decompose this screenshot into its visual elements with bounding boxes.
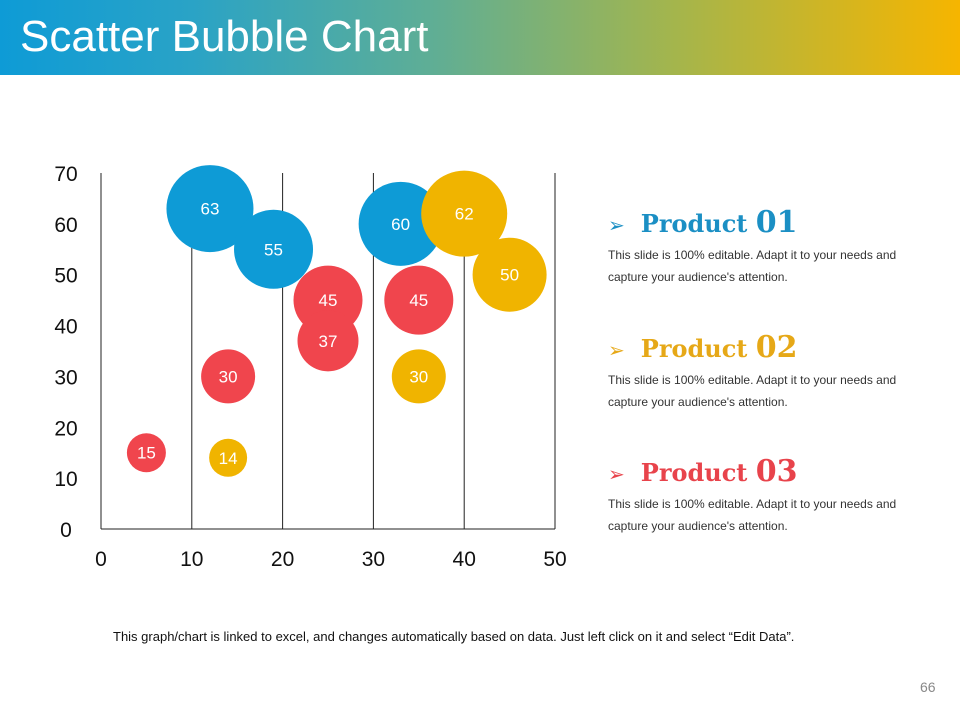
arrow-icon: ➢: [608, 213, 625, 237]
legend-title: Product 01: [641, 205, 798, 240]
x-tick-label: 30: [362, 548, 385, 571]
bubble-label: 45: [409, 291, 428, 310]
legend-title: Product 03: [641, 454, 798, 489]
footnote: This graph/chart is linked to excel, and…: [113, 629, 795, 644]
y-tick-label: 30: [54, 366, 77, 389]
bubble-label: 55: [264, 240, 283, 259]
legend-product-03: ➢ Product 03 This slide is 100% editable…: [608, 454, 908, 537]
y-tick-label: 50: [54, 265, 77, 288]
y-tick-label: 20: [54, 417, 77, 440]
y-tick-label: 60: [54, 214, 77, 237]
legend-product-01: ➢ Product 01 This slide is 100% editable…: [608, 205, 908, 288]
legend-name: Product: [640, 209, 756, 238]
bubble: [421, 170, 508, 257]
x-tick-label: 40: [453, 548, 476, 571]
legend-number: 03: [755, 454, 798, 489]
legend-name: Product: [640, 334, 756, 363]
x-tick-label: 10: [180, 548, 203, 571]
bubble: [234, 209, 314, 289]
arrow-icon: ➢: [608, 462, 625, 486]
legend-description: This slide is 100% editable. Adapt it to…: [608, 373, 897, 409]
bubble: [358, 181, 443, 266]
x-tick-label: 50: [543, 548, 566, 571]
legend-number: 01: [755, 205, 798, 240]
bubble: [126, 433, 166, 473]
bubble-label: 63: [200, 200, 219, 219]
bubble-label: 60: [391, 215, 410, 234]
x-tick-label: 20: [271, 548, 294, 571]
y-tick-label: 40: [54, 316, 77, 339]
bubble-label: 50: [500, 266, 519, 285]
bubble: [166, 165, 254, 253]
y-tick-label: 0: [60, 519, 72, 542]
bubble-label: 15: [137, 444, 156, 463]
legend-name: Product: [640, 458, 756, 487]
bubble: [391, 349, 446, 404]
bubble: [384, 265, 454, 335]
legend-title: Product 02: [641, 330, 798, 365]
bubble: [297, 310, 359, 372]
y-tick-label: 10: [54, 468, 77, 491]
y-tick-label: 70: [54, 163, 77, 186]
bubble-label: 14: [219, 449, 238, 468]
slide-title: Scatter Bubble Chart: [20, 12, 429, 61]
arrow-icon: ➢: [608, 338, 625, 362]
legend-description: This slide is 100% editable. Adapt it to…: [608, 248, 897, 284]
title-bar: Scatter Bubble Chart: [0, 0, 960, 75]
bubble: [472, 237, 547, 312]
bubble-label: 30: [409, 367, 428, 386]
x-tick-label: 0: [95, 548, 107, 571]
legend-description: This slide is 100% editable. Adapt it to…: [608, 497, 897, 533]
legend-number: 02: [755, 330, 798, 365]
page-number: 66: [920, 679, 936, 695]
bubble-label: 30: [219, 367, 238, 386]
bubble-label: 37: [319, 332, 338, 351]
legend-product-02: ➢ Product 02 This slide is 100% editable…: [608, 330, 908, 413]
bubble-label: 62: [455, 205, 474, 224]
bubble: [201, 349, 256, 404]
bubble-label: 45: [319, 291, 338, 310]
bubble: [209, 438, 248, 477]
